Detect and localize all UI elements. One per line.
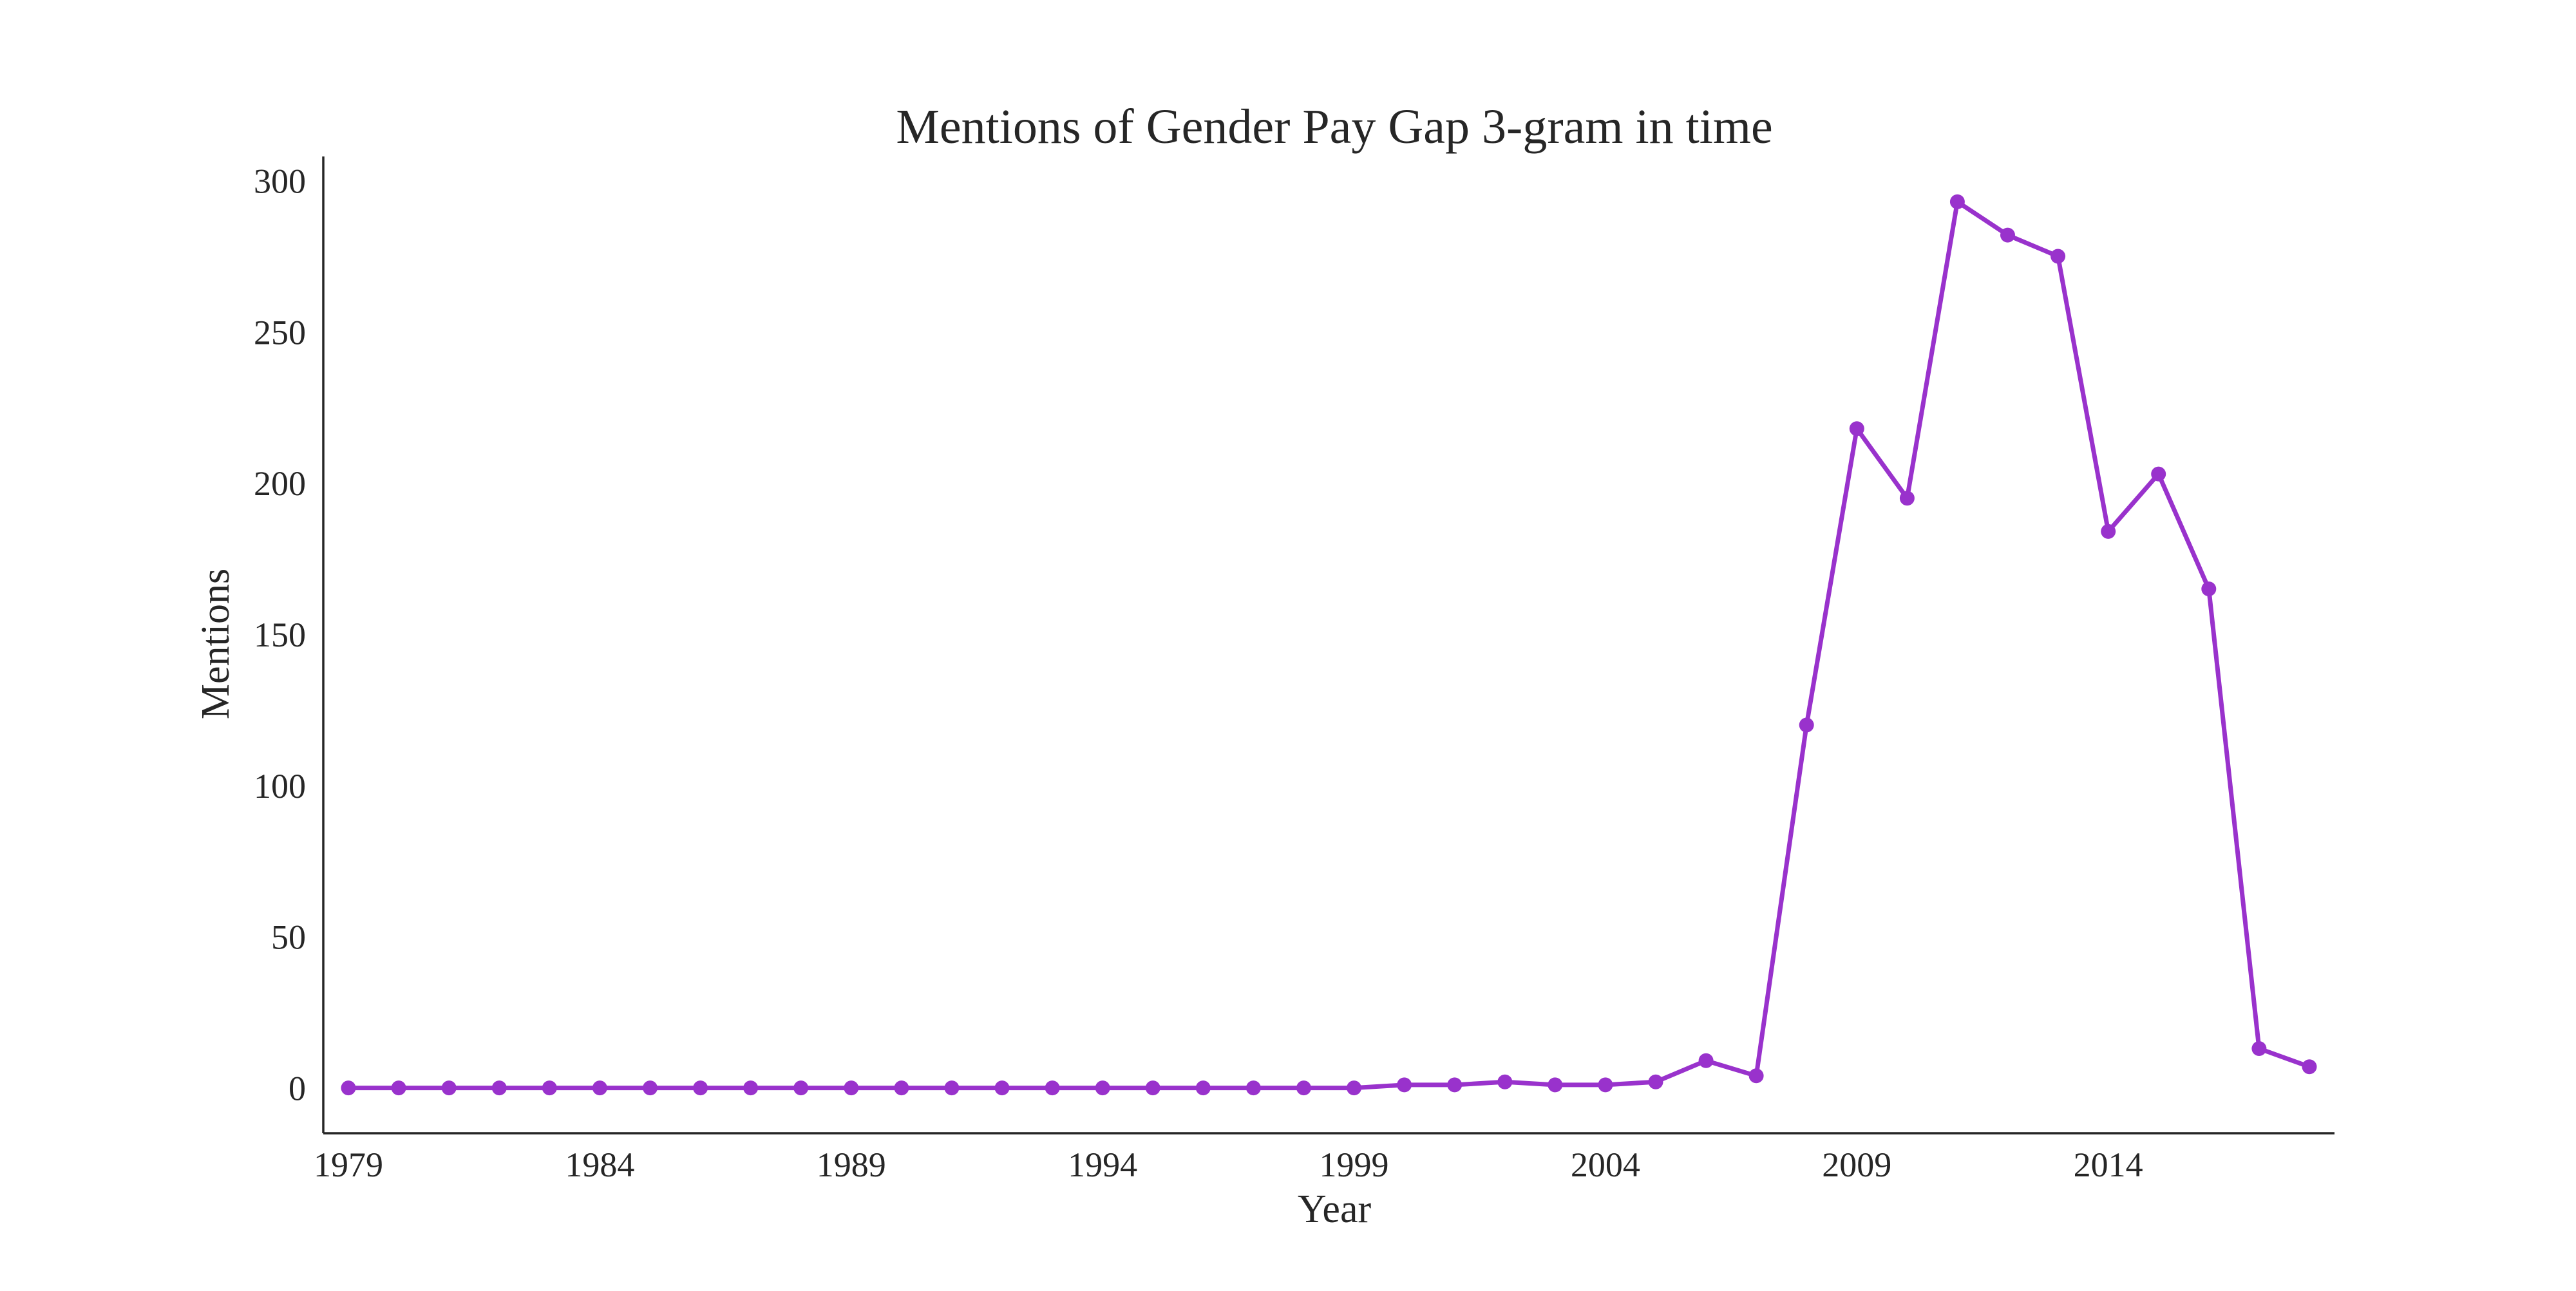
data-point	[491, 1080, 507, 1096]
data-point	[743, 1080, 759, 1096]
data-point	[341, 1080, 356, 1096]
data-point	[1799, 717, 1814, 733]
x-tick-label: 1989	[817, 1145, 886, 1184]
data-point	[1145, 1080, 1160, 1096]
data-point	[1849, 421, 1864, 437]
x-tick-label: 2014	[2074, 1145, 2143, 1184]
data-point	[1045, 1080, 1060, 1096]
x-tick-label: 2009	[1822, 1145, 1891, 1184]
y-tick-label: 100	[254, 767, 306, 806]
data-point	[844, 1080, 859, 1096]
x-axis-label: Year	[1298, 1187, 1372, 1231]
y-tick-label: 0	[289, 1070, 306, 1108]
data-point	[1648, 1074, 1663, 1089]
data-point	[2151, 466, 2166, 482]
x-tick-label: 1994	[1068, 1145, 1137, 1184]
x-tick-label: 1999	[1320, 1145, 1389, 1184]
data-point	[1698, 1053, 1714, 1068]
data-point	[793, 1080, 809, 1096]
x-tick-label: 1979	[314, 1145, 383, 1184]
data-point	[1195, 1080, 1211, 1096]
data-point	[894, 1080, 909, 1096]
data-point	[1748, 1068, 1764, 1084]
data-point	[643, 1080, 658, 1096]
data-point	[441, 1080, 457, 1096]
data-point	[994, 1080, 1010, 1096]
data-point	[2000, 227, 2015, 243]
y-tick-labels: 0 50 100 150 200 250 300	[254, 162, 306, 1108]
chart-title: Mentions of Gender Pay Gap 3-gram in tim…	[896, 100, 1772, 154]
data-point	[944, 1080, 960, 1096]
data-point	[391, 1080, 406, 1096]
y-axis-label: Mentions	[194, 569, 238, 719]
y-tick-label: 50	[271, 918, 306, 957]
y-tick-label: 250	[254, 313, 306, 352]
y-tick-label: 300	[254, 162, 306, 201]
x-tick-label: 1984	[565, 1145, 634, 1184]
data-point	[592, 1080, 607, 1096]
data-point	[1497, 1074, 1513, 1089]
data-point	[1245, 1080, 1261, 1096]
data-point	[1447, 1077, 1463, 1093]
data-point	[2050, 249, 2066, 264]
y-tick-label: 150	[254, 616, 306, 654]
data-point	[1899, 491, 1915, 506]
data-point	[1949, 194, 1965, 209]
data-point	[1095, 1080, 1110, 1096]
series-line	[346, 199, 2312, 1091]
data-point	[1548, 1077, 1563, 1093]
data-point	[1296, 1080, 1311, 1096]
data-point	[2201, 581, 2217, 597]
x-tick-label: 2004	[1571, 1145, 1640, 1184]
data-point	[2251, 1041, 2267, 1056]
y-tick-label: 200	[254, 464, 306, 503]
data-point	[1397, 1077, 1412, 1093]
data-point	[693, 1080, 708, 1096]
data-point	[2101, 523, 2116, 539]
x-tick-labels: 1979 1984 1989 1994 1999 2004 2009 2014	[314, 1145, 2143, 1184]
data-point	[1598, 1077, 1613, 1093]
series-layer	[341, 194, 2317, 1096]
data-point	[1347, 1080, 1361, 1096]
data-point	[2302, 1059, 2317, 1075]
data-point	[542, 1080, 557, 1096]
